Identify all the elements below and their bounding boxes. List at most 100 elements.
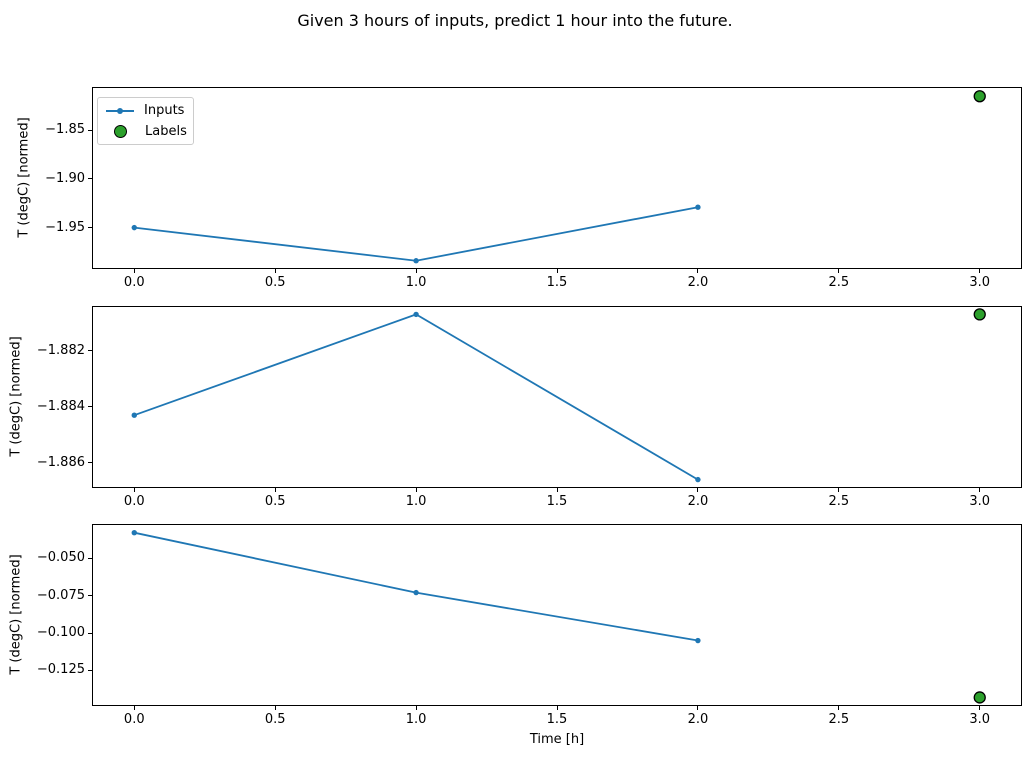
y-axis-label-2: T (degC) [normed] bbox=[8, 336, 24, 457]
x-tick-label: 0.5 bbox=[264, 712, 286, 727]
y-tick-label: −1.884 bbox=[36, 398, 85, 414]
x-tick bbox=[979, 488, 981, 492]
label-marker bbox=[973, 90, 986, 103]
plot-area-3 bbox=[92, 524, 1022, 706]
x-tick bbox=[274, 269, 276, 273]
x-tick bbox=[697, 269, 699, 273]
x-tick-label: 1.0 bbox=[405, 275, 427, 290]
x-tick bbox=[133, 488, 135, 492]
x-tick bbox=[415, 706, 417, 710]
x-tick-label: 3.0 bbox=[969, 712, 991, 727]
y-tick-label: −1.882 bbox=[36, 342, 85, 358]
y-tick bbox=[88, 350, 92, 352]
y-tick bbox=[88, 632, 92, 634]
legend-item-inputs: Inputs bbox=[105, 102, 186, 119]
input-marker bbox=[131, 224, 137, 231]
input-marker bbox=[695, 204, 701, 210]
x-tick-label: 2.0 bbox=[687, 494, 709, 509]
plot-canvas-3 bbox=[131, 529, 986, 704]
x-tick bbox=[133, 269, 135, 273]
x-tick-label: 3.0 bbox=[969, 494, 991, 509]
x-tick-label: 2.0 bbox=[687, 712, 709, 727]
y-tick-label: −1.90 bbox=[45, 170, 85, 186]
y-axis-label-1: T (degC) [normed] bbox=[16, 117, 32, 238]
plot-area-1 bbox=[92, 87, 1022, 269]
x-tick bbox=[697, 706, 699, 710]
label-marker bbox=[973, 691, 986, 704]
x-tick bbox=[274, 488, 276, 492]
x-tick bbox=[556, 269, 558, 273]
x-tick bbox=[556, 488, 558, 492]
y-tick bbox=[88, 129, 92, 131]
x-tick-label: 0.0 bbox=[123, 494, 145, 509]
x-tick bbox=[274, 706, 276, 710]
x-tick bbox=[133, 706, 135, 710]
x-tick bbox=[415, 269, 417, 273]
y-tick bbox=[88, 406, 92, 408]
inputs-line-icon bbox=[105, 104, 135, 118]
input-marker bbox=[413, 311, 419, 318]
y-tick-label: −1.95 bbox=[45, 219, 85, 235]
x-tick-label: 2.5 bbox=[828, 275, 850, 290]
y-tick bbox=[88, 462, 92, 464]
subplot-2: T (degC) [normed] 0.0 0.5 1.0 1.5 2.0 2.5 3.0 −… bbox=[0, 306, 1030, 524]
inputs-line bbox=[134, 206, 699, 262]
input-marker bbox=[413, 589, 419, 596]
inputs-line bbox=[134, 531, 699, 642]
x-tick-label: 0.5 bbox=[264, 494, 286, 509]
x-tick bbox=[697, 488, 699, 492]
y-tick bbox=[88, 669, 92, 671]
x-tick-label: 2.0 bbox=[687, 275, 709, 290]
y-tick-label: −0.075 bbox=[36, 587, 85, 603]
x-tick-label: 1.0 bbox=[405, 712, 427, 727]
x-tick-label: 2.5 bbox=[828, 494, 850, 509]
x-tick-label: 1.5 bbox=[546, 494, 568, 509]
x-tick bbox=[556, 706, 558, 710]
x-tick-label: 2.5 bbox=[828, 712, 850, 727]
x-tick bbox=[838, 488, 840, 492]
x-axis-label: Time [h] bbox=[529, 732, 585, 747]
x-tick-label: 0.0 bbox=[123, 712, 145, 727]
legend-label-labels: Labels bbox=[145, 124, 187, 139]
legend-item-labels: Labels bbox=[105, 123, 187, 140]
plot-canvas-1 bbox=[131, 90, 986, 264]
figure-title: Given 3 hours of inputs, predict 1 hour … bbox=[297, 11, 733, 30]
x-tick-label: 3.0 bbox=[969, 275, 991, 290]
y-tick bbox=[88, 227, 92, 229]
legend-label-inputs: Inputs bbox=[144, 103, 185, 118]
y-tick bbox=[88, 178, 92, 180]
inputs-line bbox=[133, 313, 699, 481]
y-tick-label: −1.886 bbox=[36, 454, 85, 470]
legend: Inputs Labels bbox=[97, 97, 194, 145]
x-tick-label: 1.0 bbox=[405, 494, 427, 509]
input-marker bbox=[413, 258, 419, 264]
y-tick bbox=[88, 595, 92, 597]
input-marker bbox=[695, 476, 701, 483]
y-tick-label: −0.125 bbox=[36, 662, 85, 678]
y-axis-label-3: T (degC) [normed] bbox=[8, 554, 24, 675]
inputs-dot-sample bbox=[117, 107, 123, 114]
y-tick-label: −0.100 bbox=[36, 625, 85, 641]
input-marker bbox=[131, 529, 137, 536]
labels-marker-icon bbox=[114, 125, 127, 138]
x-tick bbox=[838, 269, 840, 273]
x-tick bbox=[979, 706, 981, 710]
y-tick bbox=[88, 557, 92, 559]
x-tick-label: 1.5 bbox=[546, 712, 568, 727]
plot-area-2 bbox=[92, 306, 1022, 488]
x-tick-label: 0.0 bbox=[123, 275, 145, 290]
subplot-3: T (degC) [normed] Time [h] 0.0 0.5 1.0 1.5 2… bbox=[0, 524, 1030, 759]
inputs-line-sample bbox=[106, 109, 134, 112]
input-marker bbox=[695, 637, 701, 644]
x-tick bbox=[415, 488, 417, 492]
x-tick-label: 0.5 bbox=[264, 275, 286, 290]
input-marker bbox=[131, 412, 137, 418]
label-marker bbox=[973, 308, 986, 321]
y-tick-label: −1.85 bbox=[45, 122, 85, 138]
x-tick bbox=[979, 269, 981, 273]
subplot-1: T (degC) [normed] Inputs Labels 0.0 0.5 1.… bbox=[0, 87, 1030, 306]
plot-canvas-2 bbox=[131, 308, 986, 483]
x-tick-label: 1.5 bbox=[546, 275, 568, 290]
x-tick bbox=[838, 706, 840, 710]
y-tick-label: −0.050 bbox=[36, 550, 85, 566]
